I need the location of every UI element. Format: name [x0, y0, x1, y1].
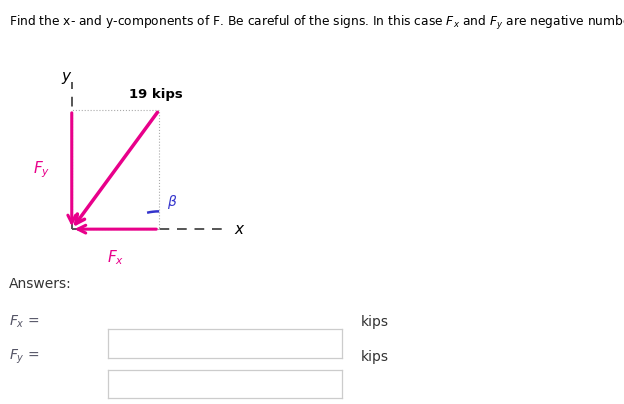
Text: $F_y$ =: $F_y$ = [9, 348, 40, 366]
Text: kips: kips [361, 350, 389, 364]
Text: i: i [93, 335, 99, 352]
Text: $F_x$ =: $F_x$ = [9, 314, 40, 330]
Text: Find the x- and y-components of F. Be careful of the signs. In this case $F_x$ a: Find the x- and y-components of F. Be ca… [9, 14, 624, 32]
Text: kips: kips [361, 315, 389, 328]
Text: 19 kips: 19 kips [129, 88, 183, 101]
Text: y: y [61, 69, 70, 84]
Text: i: i [93, 375, 99, 393]
Text: β: β [167, 196, 175, 210]
Text: x: x [234, 222, 243, 237]
Text: Answers:: Answers: [9, 277, 72, 291]
Text: $F_y$: $F_y$ [32, 159, 50, 180]
Text: $F_x$: $F_x$ [107, 249, 124, 267]
